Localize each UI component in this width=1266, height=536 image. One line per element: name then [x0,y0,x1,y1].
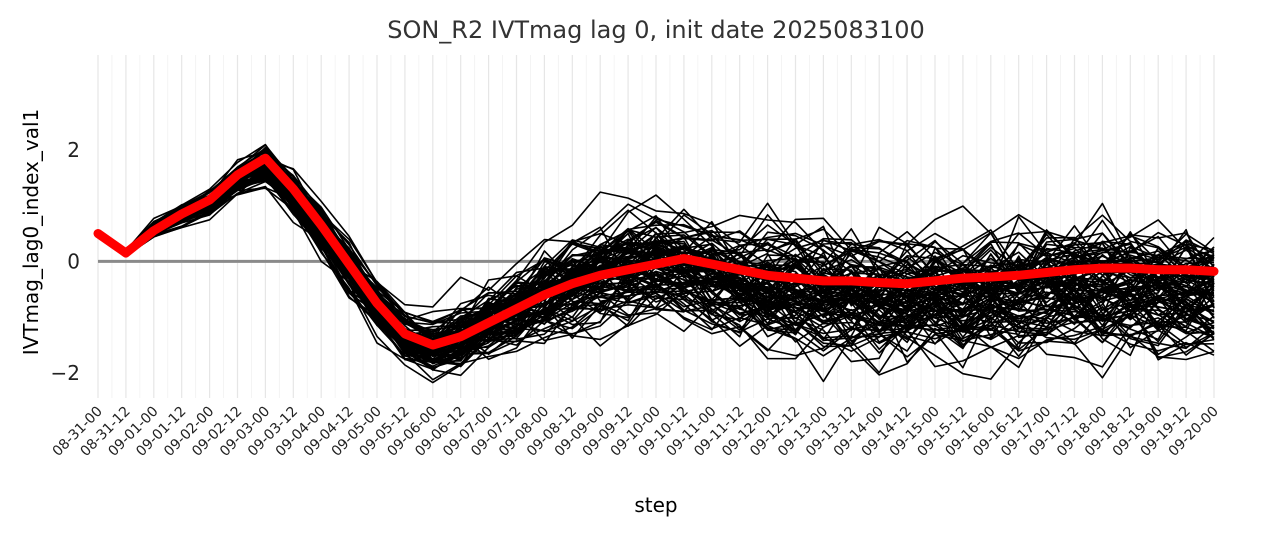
ensemble-member-line [97,177,1215,377]
highlighted-series [93,153,1219,350]
y-tick-labels: −2 0 2 [51,138,80,385]
y-axis-title: IVTmag_lag0_index_val1 [19,109,43,356]
gridlines [97,55,1215,398]
x-tick-labels: 08-31-0008-31-1209-01-0009-01-1209-02-00… [50,404,1222,460]
y-tick-label: 0 [67,249,80,273]
ensemble-member-line [97,174,1215,359]
highlighted-series-line [93,153,1219,350]
ensemble-member-line [97,187,1215,380]
chart-title: SON_R2 IVTmag lag 0, init date 202508310… [387,16,925,44]
y-tick-label: 2 [67,138,80,162]
ensemble-member-line [97,177,1215,360]
ensemble-member-line [97,154,1215,333]
x-axis-title: step [634,493,677,517]
y-tick-label: −2 [51,361,80,385]
